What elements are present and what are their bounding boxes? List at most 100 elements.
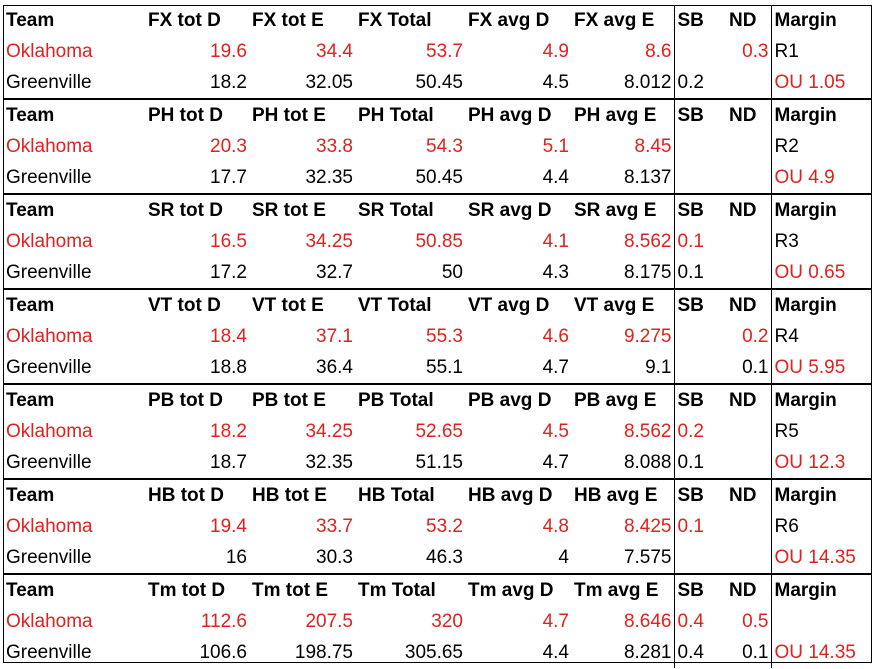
team-cell[interactable]: Greenville — [3, 352, 145, 385]
header-cell[interactable]: PH Total — [358, 105, 434, 126]
header-cell[interactable]: Tm tot E — [252, 580, 328, 601]
value-cell[interactable] — [726, 257, 771, 290]
value-cell[interactable]: 18.2 — [145, 67, 249, 100]
header-cell[interactable]: HB Total — [358, 485, 435, 506]
value-cell[interactable]: 18.4 — [210, 326, 247, 347]
value-cell[interactable]: 32.7 — [249, 257, 355, 290]
value-cell[interactable]: 18.2 — [210, 421, 247, 442]
header-cell[interactable]: HB avg D — [468, 485, 553, 506]
header-cell[interactable]: Margin — [770, 99, 872, 131]
value-cell[interactable]: 4.7 — [542, 611, 569, 632]
value-cell[interactable]: 7.575 — [571, 542, 674, 575]
value-cell[interactable] — [726, 542, 771, 575]
team-cell[interactable]: Oklahoma — [6, 231, 93, 252]
header-cell[interactable]: VT avg E — [574, 295, 655, 316]
header-cell[interactable]: SB — [673, 479, 726, 511]
value-cell[interactable]: 33.7 — [316, 516, 353, 537]
header-cell[interactable]: Margin — [770, 289, 872, 321]
header-cell[interactable]: SB — [673, 99, 726, 131]
value-cell[interactable]: 17.7 — [145, 162, 249, 195]
team-cell[interactable]: Greenville — [3, 447, 145, 480]
header-cell[interactable]: Team — [6, 580, 55, 601]
header-cell[interactable]: FX avg E — [574, 10, 655, 31]
team-cell[interactable]: Greenville — [3, 67, 145, 100]
value-cell[interactable]: 8.137 — [571, 162, 674, 195]
value-cell[interactable]: 0.1 — [742, 642, 769, 663]
team-cell[interactable]: Greenville — [3, 257, 145, 290]
value-cell[interactable]: 4.4 — [465, 162, 571, 195]
header-cell[interactable]: Margin — [770, 574, 872, 606]
value-cell[interactable]: 4.1 — [542, 231, 569, 252]
header-cell[interactable]: PB tot E — [252, 390, 326, 411]
value-cell[interactable]: 32.05 — [249, 67, 355, 100]
value-cell[interactable] — [673, 542, 726, 575]
header-cell[interactable]: VT Total — [358, 295, 432, 316]
header-cell[interactable]: ND — [729, 10, 757, 31]
value-cell[interactable] — [673, 131, 726, 162]
value-cell[interactable]: 8.175 — [571, 257, 674, 290]
header-cell[interactable]: SB — [673, 5, 726, 36]
value-cell[interactable]: 8.6 — [645, 41, 672, 62]
header-cell[interactable]: SB — [673, 574, 726, 606]
margin-cell[interactable]: OU 14.35 — [770, 637, 872, 668]
value-cell[interactable]: 0.1 — [673, 226, 726, 257]
value-cell[interactable]: 51.15 — [355, 447, 465, 480]
margin-cell[interactable]: R1 — [770, 36, 872, 67]
value-cell[interactable]: 50.45 — [355, 162, 465, 195]
value-cell[interactable]: 9.1 — [571, 352, 674, 385]
header-cell[interactable]: HB tot D — [148, 485, 224, 506]
value-cell[interactable]: 4.5 — [542, 421, 569, 442]
value-cell[interactable]: 0.4 — [673, 606, 726, 637]
header-cell[interactable]: Team — [6, 295, 55, 316]
value-cell[interactable]: 16 — [145, 542, 249, 575]
value-cell[interactable] — [726, 162, 771, 195]
value-cell[interactable]: 5.1 — [542, 136, 569, 157]
header-cell[interactable]: VT avg D — [468, 295, 550, 316]
margin-cell[interactable]: OU 4.9 — [770, 162, 872, 195]
header-cell[interactable]: Team — [6, 390, 55, 411]
header-cell[interactable]: SB — [673, 384, 726, 416]
value-cell[interactable]: 4.7 — [465, 352, 571, 385]
value-cell[interactable]: 0.2 — [742, 326, 769, 347]
header-cell[interactable]: ND — [729, 580, 757, 601]
value-cell[interactable]: 30.3 — [249, 542, 355, 575]
margin-cell[interactable]: OU 12.3 — [770, 447, 872, 480]
value-cell[interactable] — [726, 67, 771, 100]
team-cell[interactable]: Oklahoma — [6, 611, 93, 632]
value-cell[interactable]: 50.85 — [415, 231, 463, 252]
header-cell[interactable]: SB — [673, 289, 726, 321]
header-cell[interactable]: VT tot E — [252, 295, 324, 316]
value-cell[interactable] — [726, 511, 771, 542]
value-cell[interactable]: 37.1 — [316, 326, 353, 347]
value-cell[interactable]: 106.6 — [199, 642, 247, 663]
value-cell[interactable]: 18.8 — [145, 352, 249, 385]
header-cell[interactable]: HB tot E — [252, 485, 327, 506]
header-cell[interactable]: PB avg D — [468, 390, 552, 411]
header-cell[interactable]: Team — [6, 105, 55, 126]
header-cell[interactable]: Team — [6, 485, 55, 506]
value-cell[interactable]: 4.9 — [542, 41, 569, 62]
header-cell[interactable]: SR tot E — [252, 200, 326, 221]
header-cell[interactable]: ND — [729, 295, 757, 316]
value-cell[interactable] — [726, 131, 771, 162]
value-cell[interactable]: 4.3 — [465, 257, 571, 290]
team-cell[interactable]: Greenville — [3, 542, 145, 575]
margin-cell[interactable] — [770, 606, 872, 637]
header-cell[interactable]: PH avg E — [574, 105, 657, 126]
value-cell[interactable]: 20.3 — [210, 136, 247, 157]
value-cell[interactable]: 8.646 — [623, 611, 672, 632]
header-cell[interactable]: SR avg D — [468, 200, 552, 221]
value-cell[interactable]: 0.1 — [673, 511, 726, 542]
header-cell[interactable]: VT tot D — [148, 295, 221, 316]
value-cell[interactable]: 18.7 — [145, 447, 249, 480]
value-cell[interactable] — [673, 36, 726, 67]
margin-cell[interactable]: OU 5.95 — [770, 352, 872, 385]
value-cell[interactable]: 9.275 — [623, 326, 672, 347]
value-cell[interactable]: 33.8 — [316, 136, 353, 157]
margin-cell[interactable]: OU 1.05 — [770, 67, 872, 100]
value-cell[interactable]: 34.4 — [316, 41, 353, 62]
header-cell[interactable]: ND — [729, 485, 757, 506]
value-cell[interactable]: 0.5 — [742, 611, 769, 632]
value-cell[interactable]: 19.4 — [210, 516, 247, 537]
value-cell[interactable]: 8.012 — [571, 67, 674, 100]
